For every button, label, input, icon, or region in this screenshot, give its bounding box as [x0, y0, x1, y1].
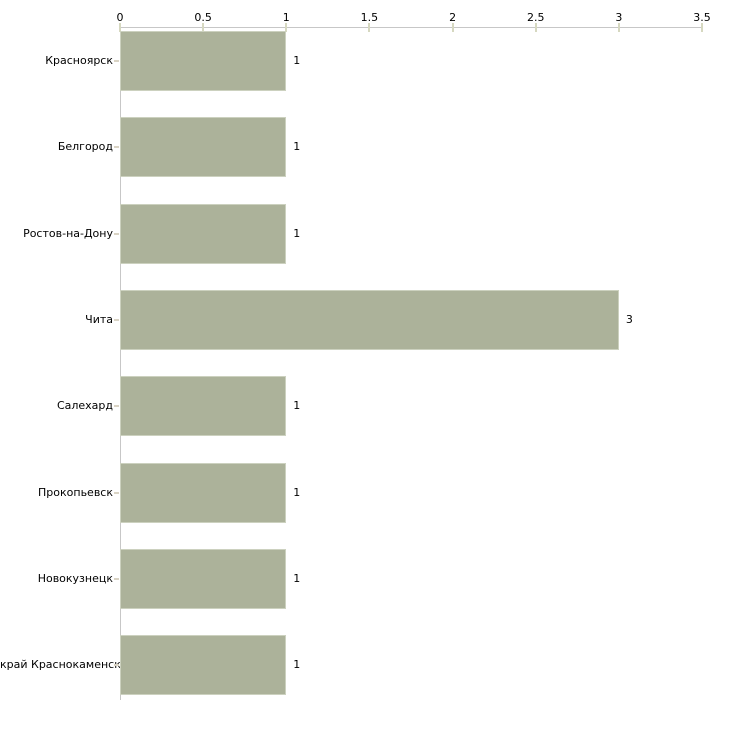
x-axis-tick-label: 0.5 [194, 11, 212, 24]
category-tick-mark [114, 318, 119, 321]
category-label: Красноярск [45, 54, 113, 67]
bar-value-label: 3 [625, 312, 633, 326]
category-label: край Краснокаменск [0, 658, 121, 672]
bar[interactable] [120, 462, 287, 523]
x-axis-tick-label: 0 [116, 11, 124, 24]
x-axis-tick-mark [451, 23, 454, 32]
bar[interactable] [120, 31, 287, 91]
x-axis-tick-mark [285, 23, 288, 32]
x-axis-tick-mark [701, 23, 703, 32]
bar[interactable] [120, 203, 287, 264]
bar-value-label: 1 [293, 658, 301, 672]
category-label: Прокопьевск [38, 485, 113, 499]
category-tick-mark [114, 577, 119, 580]
x-axis-tick-mark [617, 23, 620, 32]
bar-value-label: 1 [293, 571, 301, 585]
bar[interactable] [120, 117, 287, 178]
y-axis-line [120, 27, 121, 700]
category-label: Новокузнецк [37, 571, 113, 585]
category-label: Салехард [56, 399, 113, 413]
category-tick-mark [114, 405, 119, 408]
bar[interactable] [120, 376, 287, 437]
category-tick-mark [114, 232, 119, 235]
category-label: Белгород [57, 140, 113, 154]
category-tick-mark [114, 60, 119, 62]
bar-value-label: 1 [293, 54, 301, 67]
bar-value-label: 1 [293, 140, 301, 154]
x-axis-tick-label: 1.5 [360, 11, 379, 24]
x-axis-tick-mark [202, 23, 205, 32]
bar[interactable] [120, 635, 287, 696]
category-label: Ростов-на-Дону [23, 226, 113, 240]
x-axis-tick-mark [368, 23, 371, 32]
bar-value-label: 1 [293, 226, 301, 240]
category-label: Чита [85, 312, 113, 326]
x-axis-tick-label: 1 [282, 11, 290, 24]
category-tick-mark [114, 491, 119, 494]
x-axis-tick-label: 2 [449, 11, 457, 24]
bar-value-label: 1 [293, 485, 301, 499]
x-axis-tick-label: 3 [615, 11, 623, 24]
bar[interactable] [120, 548, 287, 609]
x-axis-tick-mark [534, 23, 537, 32]
x-axis-line [120, 27, 702, 28]
category-tick-mark [114, 146, 119, 149]
x-axis-tick-label: 2.5 [526, 11, 545, 24]
category-tick-mark [114, 664, 119, 667]
bar[interactable] [120, 289, 619, 350]
bar-value-label: 1 [293, 399, 301, 413]
x-axis-tick-mark [119, 23, 121, 32]
x-axis-tick-label: 3.5 [693, 11, 711, 24]
